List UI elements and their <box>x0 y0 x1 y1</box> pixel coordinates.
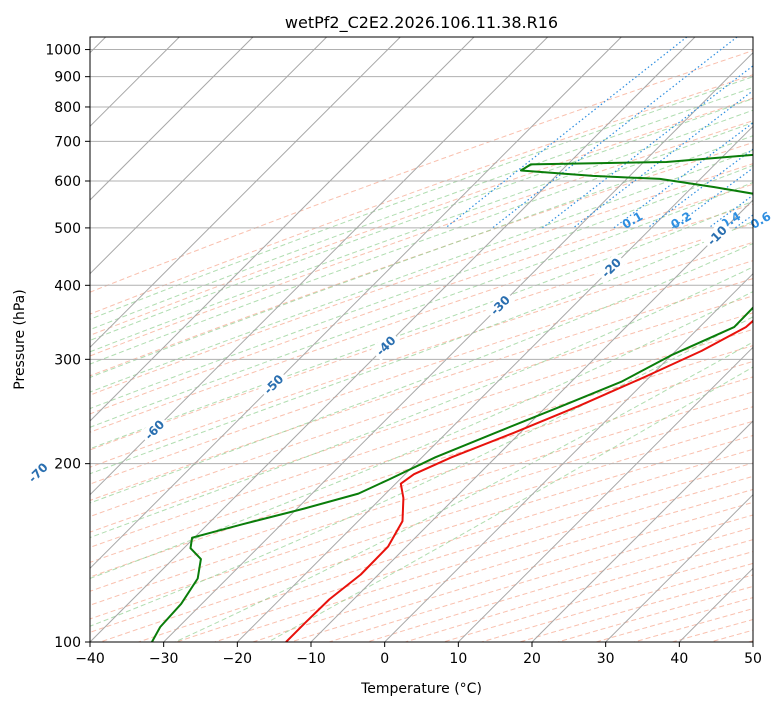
chart-title: wetPf2_C2E2.2026.106.11.38.R16 <box>285 13 558 33</box>
y-tick-label: 700 <box>54 134 81 150</box>
x-tick-label: 0 <box>380 651 389 667</box>
x-axis-title: Temperature (°C) <box>360 681 482 697</box>
x-tick-label: −10 <box>296 651 326 667</box>
x-tick-label: 20 <box>523 651 541 667</box>
x-tick-label: −30 <box>149 651 179 667</box>
y-tick-label: 200 <box>54 457 81 473</box>
y-axis-title: Pressure (hPa) <box>12 289 28 389</box>
y-tick-label: 600 <box>54 174 81 190</box>
y-tick-label: 800 <box>54 100 81 116</box>
y-tick-label: 900 <box>54 70 81 86</box>
y-tick-label: 300 <box>54 352 81 368</box>
y-tick-label: 400 <box>54 278 81 294</box>
y-tick-label: 1000 <box>45 43 81 59</box>
y-tick-label: 500 <box>54 221 81 237</box>
x-tick-label: −40 <box>75 651 105 667</box>
x-tick-label: 40 <box>670 651 688 667</box>
x-tick-label: −20 <box>223 651 253 667</box>
x-tick-label: 10 <box>449 651 467 667</box>
x-tick-label: 50 <box>744 651 762 667</box>
y-tick-label: 100 <box>54 635 81 651</box>
x-tick-label: 30 <box>597 651 615 667</box>
